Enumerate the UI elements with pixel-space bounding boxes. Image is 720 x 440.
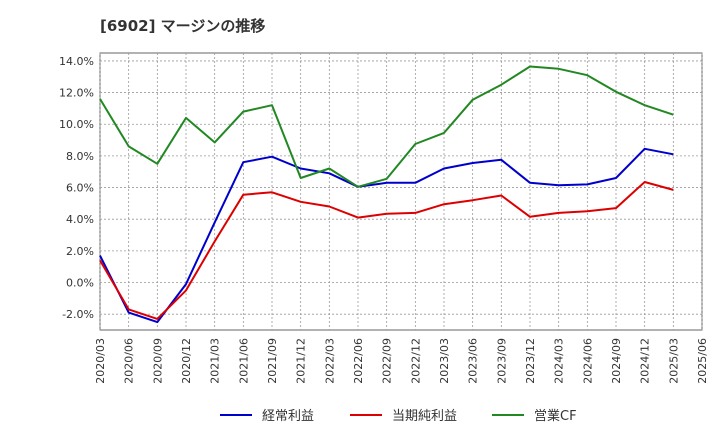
x-tick-label: 2025/03 bbox=[667, 338, 680, 384]
x-tick-label: 2020/12 bbox=[180, 338, 193, 384]
x-tick-label: 2020/03 bbox=[94, 338, 107, 384]
y-tick-label: 0.0% bbox=[66, 277, 94, 290]
legend-label-2: 営業CF bbox=[534, 408, 577, 424]
y-tick-label: 8.0% bbox=[66, 150, 94, 163]
y-tick-label: -2.0% bbox=[62, 308, 94, 321]
x-tick-label: 2022/03 bbox=[323, 338, 336, 384]
series-group bbox=[99, 65, 674, 324]
x-tick-label: 2023/09 bbox=[495, 338, 508, 384]
x-tick-label: 2023/06 bbox=[467, 338, 480, 384]
x-tick-label: 2022/12 bbox=[409, 338, 422, 384]
y-tick-label: 14.0% bbox=[59, 55, 94, 68]
series-line-1 bbox=[99, 181, 674, 320]
series-line-2 bbox=[99, 65, 674, 188]
x-tick-label: 2020/09 bbox=[151, 338, 164, 384]
x-axis: 2020/03 2020/06 2020/09 2020/12 2021/03 2021/… bbox=[94, 338, 709, 384]
x-tick-label: 2021/06 bbox=[237, 338, 250, 384]
x-tick-label: 2024/03 bbox=[553, 338, 566, 384]
y-tick-label: 12.0% bbox=[59, 87, 94, 100]
grid bbox=[99, 53, 703, 330]
legend-label-0: 経常利益 bbox=[262, 409, 314, 424]
y-axis: -2.0% 0.0% 2.0% 4.0% 6.0% 8.0% 10.0% 12.0% 14.0% bbox=[59, 55, 94, 321]
x-tick-label: 2022/06 bbox=[352, 338, 365, 384]
x-tick-label: 2021/09 bbox=[266, 338, 279, 384]
x-tick-label: 2021/03 bbox=[209, 338, 222, 384]
x-tick-label: 2023/03 bbox=[438, 338, 451, 384]
series-line-0 bbox=[99, 147, 674, 324]
x-tick-label: 2024/06 bbox=[581, 338, 594, 384]
y-tick-label: 4.0% bbox=[66, 213, 94, 226]
y-tick-label: 6.0% bbox=[66, 182, 94, 195]
x-tick-label: 2024/12 bbox=[639, 338, 652, 384]
legend: 経常利益 当期純利益 営業CF bbox=[220, 408, 577, 424]
y-tick-label: 10.0% bbox=[59, 118, 94, 131]
x-tick-label: 2021/12 bbox=[295, 338, 308, 384]
x-tick-label: 2020/06 bbox=[123, 338, 136, 384]
legend-label-1: 当期純利益 bbox=[392, 409, 457, 424]
x-tick-label: 2023/12 bbox=[524, 338, 537, 384]
x-tick-label: 2025/06 bbox=[696, 338, 709, 384]
plot-area bbox=[99, 52, 703, 331]
y-tick-label: 2.0% bbox=[66, 245, 94, 258]
x-tick-label: 2022/09 bbox=[381, 338, 394, 384]
x-tick-label: 2024/09 bbox=[610, 338, 623, 384]
chart-title: [6902] マージンの推移 bbox=[100, 17, 265, 35]
